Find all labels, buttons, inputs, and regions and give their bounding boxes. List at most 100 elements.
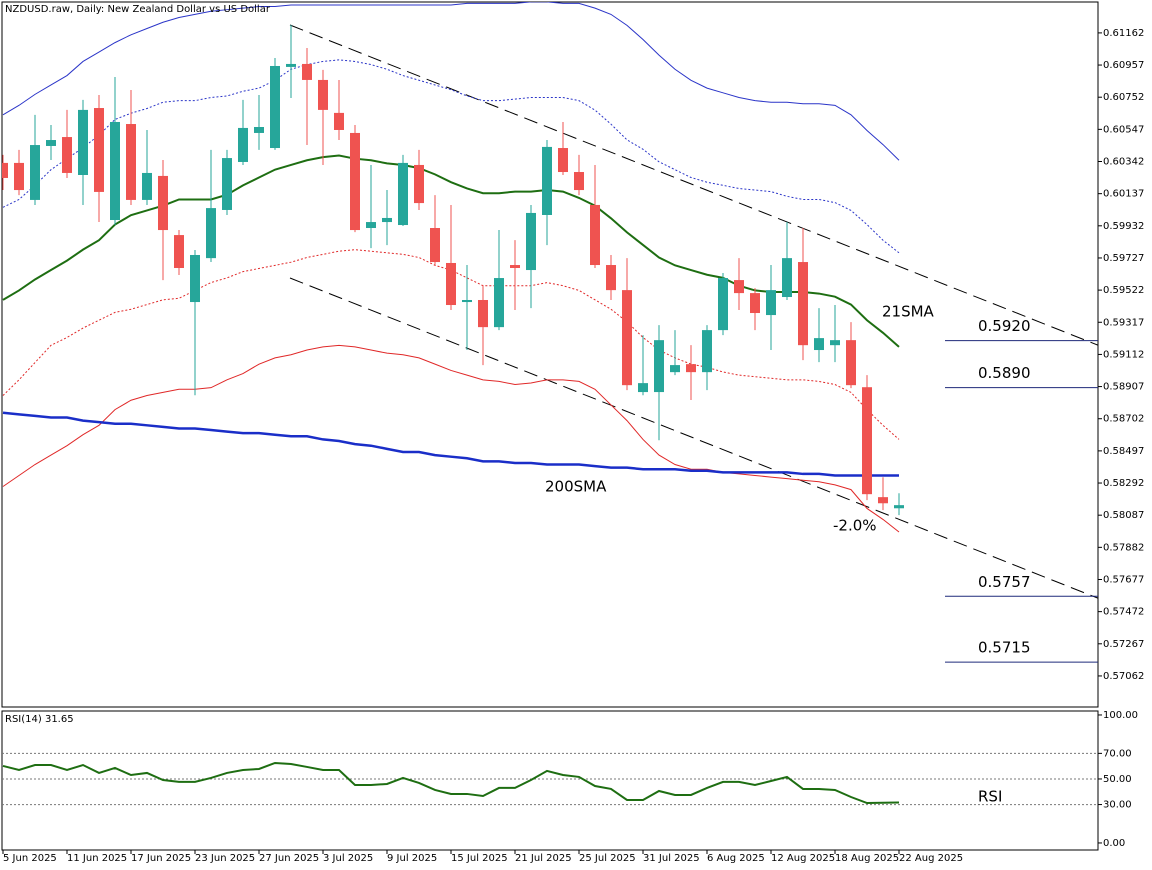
indicator-line: [2, 411, 899, 477]
candle-body: [638, 383, 648, 393]
y-tick-label: 0.59317: [1103, 317, 1144, 328]
x-tick-label: 21 Jul 2025: [515, 853, 572, 864]
line-label: 200SMA: [545, 478, 607, 496]
y-tick-label: 50.00: [1103, 774, 1132, 785]
candle-body: [158, 175, 168, 231]
y-tick-label: 70.00: [1103, 748, 1132, 759]
y-tick-label: 0.59727: [1103, 253, 1144, 264]
indicator-line: [2, 2, 900, 161]
candle-body: [558, 148, 568, 173]
y-tick-label: 0.60137: [1103, 189, 1144, 200]
annotation: -2.0%: [833, 517, 877, 535]
indicator-line: [2, 344, 900, 533]
candle-body: [606, 265, 616, 291]
level-label: 0.5890: [978, 364, 1031, 382]
y-tick-label: 0.58907: [1103, 382, 1144, 393]
candle-body: [14, 162, 24, 191]
candle-body: [670, 365, 680, 373]
candle-body: [30, 145, 40, 200]
candle-body: [222, 158, 232, 210]
candle-body: [734, 280, 744, 294]
candle-body: [894, 505, 904, 509]
candle-body: [414, 164, 424, 204]
lower-trendline: [289, 277, 1098, 599]
y-tick-label: 0.59522: [1103, 285, 1144, 296]
rsi-label: RSI: [978, 788, 1002, 806]
level-label: 0.5757: [978, 573, 1031, 591]
candle-body: [110, 121, 120, 221]
candle-body: [878, 497, 888, 504]
x-tick-label: 22 Aug 2025: [899, 853, 963, 864]
x-tick-label: 15 Jul 2025: [451, 853, 508, 864]
candle-body: [846, 340, 856, 386]
candle-body: [766, 290, 776, 316]
candle-body: [798, 262, 808, 346]
candle-body: [702, 330, 712, 373]
rsi-line: [2, 761, 900, 805]
candle-body: [686, 364, 696, 373]
chart-title: NZDUSD.raw, Daily: New Zealand Dollar vs…: [5, 4, 271, 15]
line-label: 21SMA: [882, 303, 935, 321]
y-tick-label: 0.58087: [1103, 510, 1144, 521]
level-label: 0.5920: [978, 317, 1031, 335]
indicator-line: [2, 59, 900, 254]
x-tick-label: 31 Jul 2025: [643, 853, 700, 864]
candle-body: [814, 338, 824, 351]
candle-body: [542, 146, 552, 215]
indicator-line: [2, 154, 900, 348]
rsi-panel: [1, 710, 1099, 851]
x-tick-label: 6 Aug 2025: [707, 853, 765, 864]
x-tick-label: 25 Jul 2025: [579, 853, 636, 864]
candle-body: [622, 290, 632, 386]
candle-body: [254, 127, 264, 133]
y-tick-label: 0.59932: [1103, 221, 1144, 232]
candle-body: [318, 79, 328, 110]
candle-body: [510, 265, 520, 269]
candle-body: [270, 65, 280, 149]
y-tick-label: 0.61162: [1103, 28, 1144, 39]
candle-body: [94, 108, 104, 192]
candle-body: [382, 217, 392, 223]
candle-body: [206, 208, 216, 259]
candle-body: [126, 124, 136, 200]
candle-body: [430, 228, 440, 263]
candle-body: [78, 109, 88, 175]
rsi-plot: [2, 752, 1098, 806]
y-tick-label: 0.00: [1103, 838, 1125, 849]
candle-body: [718, 278, 728, 331]
y-tick-label: 0.58292: [1103, 478, 1144, 489]
y-tick-label: 0.58702: [1103, 414, 1144, 425]
y-tick-label: 30.00: [1103, 800, 1132, 811]
y-tick-label: 0.57472: [1103, 607, 1144, 618]
x-tick-label: 5 Jun 2025: [3, 853, 57, 864]
candle-body: [286, 63, 296, 67]
candle-body: [750, 293, 760, 314]
candle-body: [302, 63, 312, 80]
candle-body: [590, 204, 600, 266]
indicator-line: [2, 249, 900, 440]
rsi-title: RSI(14) 31.65: [5, 714, 74, 725]
price-plot: [2, 2, 904, 533]
y-tick-label: 0.57677: [1103, 574, 1144, 585]
candle-body: [62, 137, 72, 173]
candle-body: [478, 299, 488, 328]
y-tick-label: 0.57882: [1103, 542, 1144, 553]
trendlines: [289, 24, 1098, 599]
candle-body: [782, 258, 792, 298]
y-tick-label: 0.57267: [1103, 639, 1144, 650]
candle-body: [142, 172, 152, 200]
candle-body: [398, 162, 408, 226]
candle-body: [334, 112, 344, 130]
price-panel: [1, 1, 1099, 708]
candle-body: [526, 212, 536, 271]
y-tick-label: 0.57062: [1103, 671, 1144, 682]
y-tick-label: 0.59112: [1103, 349, 1144, 360]
x-tick-label: 12 Aug 2025: [771, 853, 835, 864]
candle-body: [494, 278, 504, 328]
y-tick-label: 0.58497: [1103, 446, 1144, 457]
y-tick-label: 0.60957: [1103, 60, 1144, 71]
level-label: 0.5715: [978, 639, 1031, 657]
candle-body: [174, 235, 184, 269]
candle-body: [350, 132, 360, 231]
